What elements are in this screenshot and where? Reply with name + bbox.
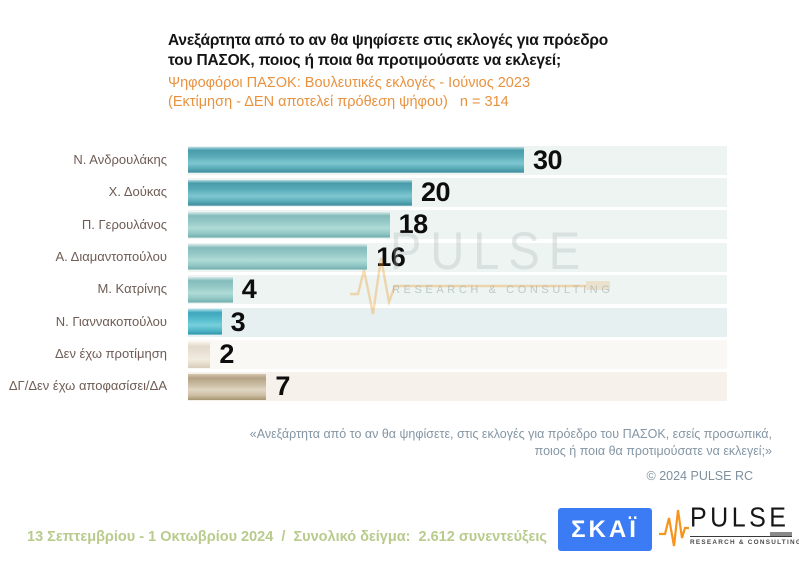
subtitle-line-1: Ψηφοφόροι ΠΑΣΟΚ: Βουλευτικές εκλογές - Ι… (168, 75, 531, 91)
category-label: Χ. Δούκας (108, 184, 167, 200)
quote-line-2: ποιος ή ποια θα προτιμούσατε να εκλεγεί;… (534, 443, 772, 458)
value-bar (188, 373, 267, 400)
value-label: 7 (275, 371, 290, 402)
title-line-2: του ΠΑΣΟΚ, ποιος ή ποια θα προτιμούσατε … (168, 52, 561, 69)
bar-track: 30 (188, 144, 727, 175)
chart-row: Δεν έχω προτίμηση 2 (0, 338, 760, 370)
category-label: Α. Διαμαντοπούλου (55, 248, 167, 264)
value-bar (188, 244, 368, 271)
title-line-1: Ανεξάρτητα από το αν θα ψηφίσετε στις εκ… (168, 32, 609, 49)
bar-chart: Ν. Ανδρουλάκης 30 Χ. Δούκας 20 Π. Γερουλάνος… (0, 144, 760, 403)
bar-track: 16 (188, 241, 727, 272)
value-label: 30 (533, 144, 563, 175)
value-label: 4 (241, 274, 257, 305)
chart-row: Μ. Κατρίνης 4 (0, 274, 760, 306)
category-label: Ν. Ανδρουλάκης (73, 151, 167, 167)
category-label: ΔΓ/Δεν έχω αποφασίσει/ΔΑ (8, 378, 167, 394)
pulse-tagline: RESEARCH & CONSULTING (690, 539, 799, 546)
value-bar (188, 211, 390, 238)
quote-line-1: «Ανεξάρτητα από το αν θα ψηφίσετε, στις … (249, 427, 772, 441)
bar-track: 2 (188, 339, 727, 370)
value-label: 3 (230, 306, 246, 337)
value-label: 20 (421, 177, 451, 208)
chart-row: Χ. Δούκας 20 (0, 176, 760, 208)
header: Ανεξάρτητα από το αν θα ψηφίσετε στις εκ… (168, 31, 608, 112)
skai-logo: ΣΚΑΪ (558, 508, 652, 551)
pulse-kosmon-badge (770, 531, 792, 536)
pulse-logo-rule (690, 531, 792, 537)
pulse-logo-text: PULSE RESEARCH & CONSULTING (690, 500, 799, 546)
fieldwork-info: 13 Σεπτεμβρίου - 1 Οκτωβρίου 2024 / Συνο… (27, 529, 547, 545)
chart-row: Π. Γερουλάνος 18 (0, 209, 760, 241)
copyright-notice: © 2024 PULSE RC (646, 469, 753, 483)
category-label: Ν. Γιαννακοπούλου (55, 313, 167, 329)
skai-logo-text: ΣΚΑΪ (571, 515, 639, 543)
chart-row: Ν. Ανδρουλάκης 30 (0, 144, 760, 176)
pulse-logo: PULSE RESEARCH & CONSULTING (658, 498, 799, 556)
category-label: Π. Γερουλάνος (81, 216, 167, 232)
bar-track: 4 (188, 274, 727, 305)
survey-question-quote: «Ανεξάρτητα από το αν θα ψηφίσετε, στις … (250, 426, 772, 459)
pulse-brand: PULSE (690, 502, 790, 533)
chart-row: ΔΓ/Δεν έχω αποφασίσει/ΔΑ 7 (0, 371, 760, 403)
value-bar (188, 276, 233, 303)
bar-track: 3 (188, 306, 727, 337)
value-label: 18 (398, 209, 429, 240)
chart-row: Α. Διαμαντοπούλου 16 (0, 241, 760, 273)
value-bar (188, 179, 412, 206)
bar-track: 20 (188, 177, 727, 208)
category-label: Μ. Κατρίνης (97, 281, 168, 297)
subtitle-line-2: (Εκτίμηση - ΔΕΝ αποτελεί πρόθεση ψήφου) … (168, 94, 509, 110)
value-bar (188, 147, 524, 174)
value-label: 16 (376, 241, 406, 272)
pulse-waveform-icon (659, 509, 689, 547)
chart-subtitle: Ψηφοφόροι ΠΑΣΟΚ: Βουλευτικές εκλογές - Ι… (168, 74, 608, 112)
value-label: 2 (219, 339, 234, 370)
chart-title: Ανεξάρτητα από το αν θα ψηφίσετε στις εκ… (168, 31, 608, 71)
category-label: Δεν έχω προτίμηση (54, 346, 167, 362)
bar-track: 7 (188, 371, 727, 402)
value-bar (188, 309, 222, 336)
bar-track: 18 (188, 209, 727, 240)
value-bar (188, 341, 211, 368)
chart-row: Ν. Γιαννακοπούλου 3 (0, 306, 760, 338)
